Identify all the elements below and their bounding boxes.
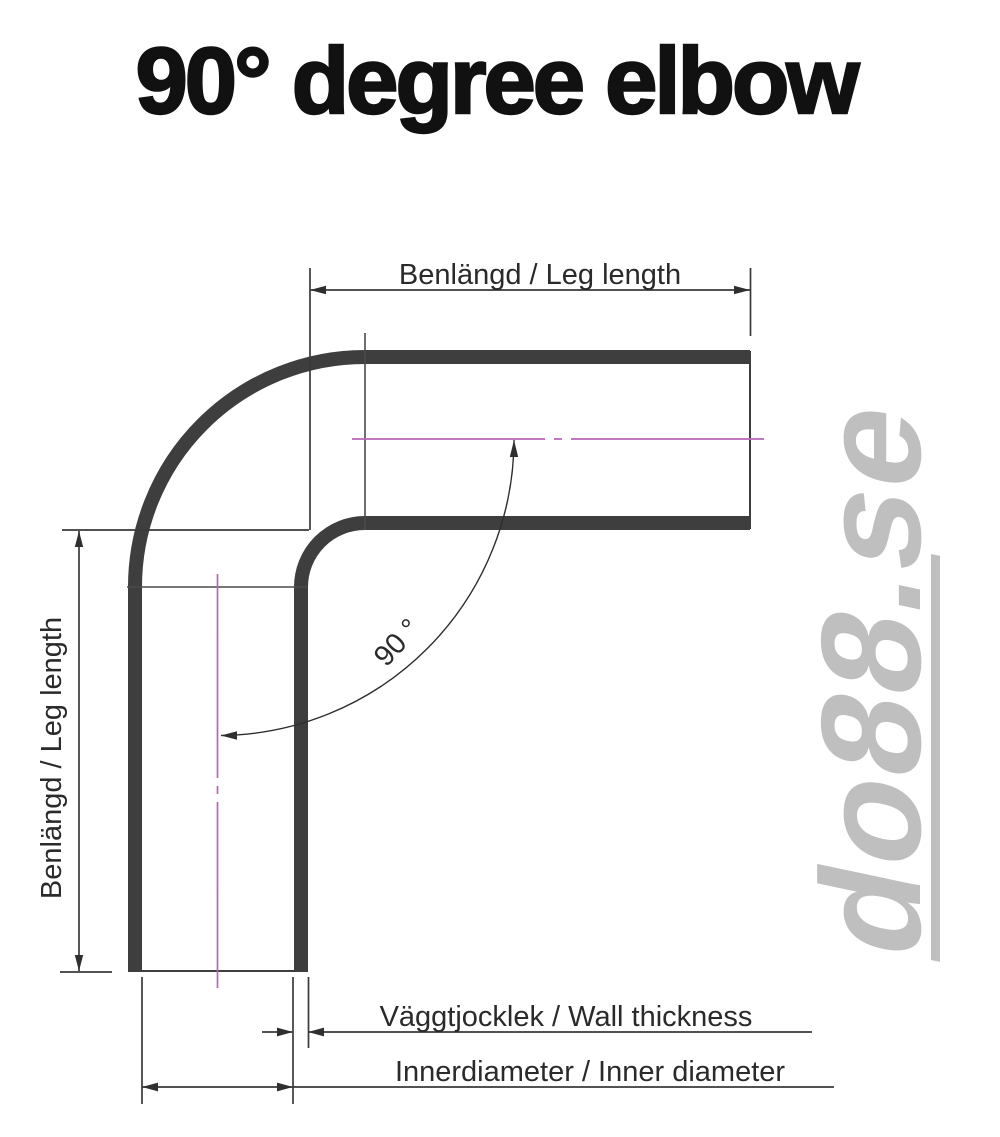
- pipe-outer-wall: [128, 350, 750, 972]
- arrowhead-toward-left: [308, 1027, 324, 1037]
- angle-arc: [220, 439, 515, 737]
- arrowhead-arc-top: [509, 440, 519, 457]
- arrowhead-bottom: [74, 955, 84, 971]
- dimension-leg-length-top: Benlängd / Leg length: [309, 259, 752, 530]
- arrowhead-left: [310, 285, 326, 295]
- arrowhead-right: [734, 285, 750, 295]
- dimension-inner-diameter: Innerdiameter / Inner diameter: [141, 977, 834, 1104]
- arrowhead-toward-right: [277, 1027, 293, 1037]
- dimension-angle: 90 °: [220, 439, 519, 740]
- dimension-leg-length-left: Benlängd / Leg length: [36, 529, 309, 973]
- angle-label: 90 °: [368, 613, 427, 673]
- leg-length-left-label: Benlängd / Leg length: [36, 617, 68, 899]
- leg-length-top-label: Benlängd / Leg length: [399, 259, 681, 291]
- arrowhead-right: [277, 1082, 293, 1092]
- pipe-inner-wall: [294, 516, 750, 972]
- centerlines: [216, 438, 766, 988]
- inner-diameter-label: Innerdiameter / Inner diameter: [395, 1056, 785, 1088]
- dimension-wall-thickness: Väggtjocklek / Wall thickness: [262, 977, 812, 1104]
- arrowhead-arc-left: [221, 731, 237, 740]
- watermark-text: do88.se: [792, 386, 950, 969]
- arrowhead-left: [142, 1082, 158, 1092]
- watermark-underline: [931, 553, 940, 962]
- wall-thickness-label: Väggtjocklek / Wall thickness: [380, 1001, 753, 1033]
- pipe-body: [127, 333, 751, 972]
- page-title: 90° degree elbow: [136, 28, 861, 133]
- arrowhead-top: [74, 531, 84, 547]
- watermark: do88.se: [792, 386, 950, 969]
